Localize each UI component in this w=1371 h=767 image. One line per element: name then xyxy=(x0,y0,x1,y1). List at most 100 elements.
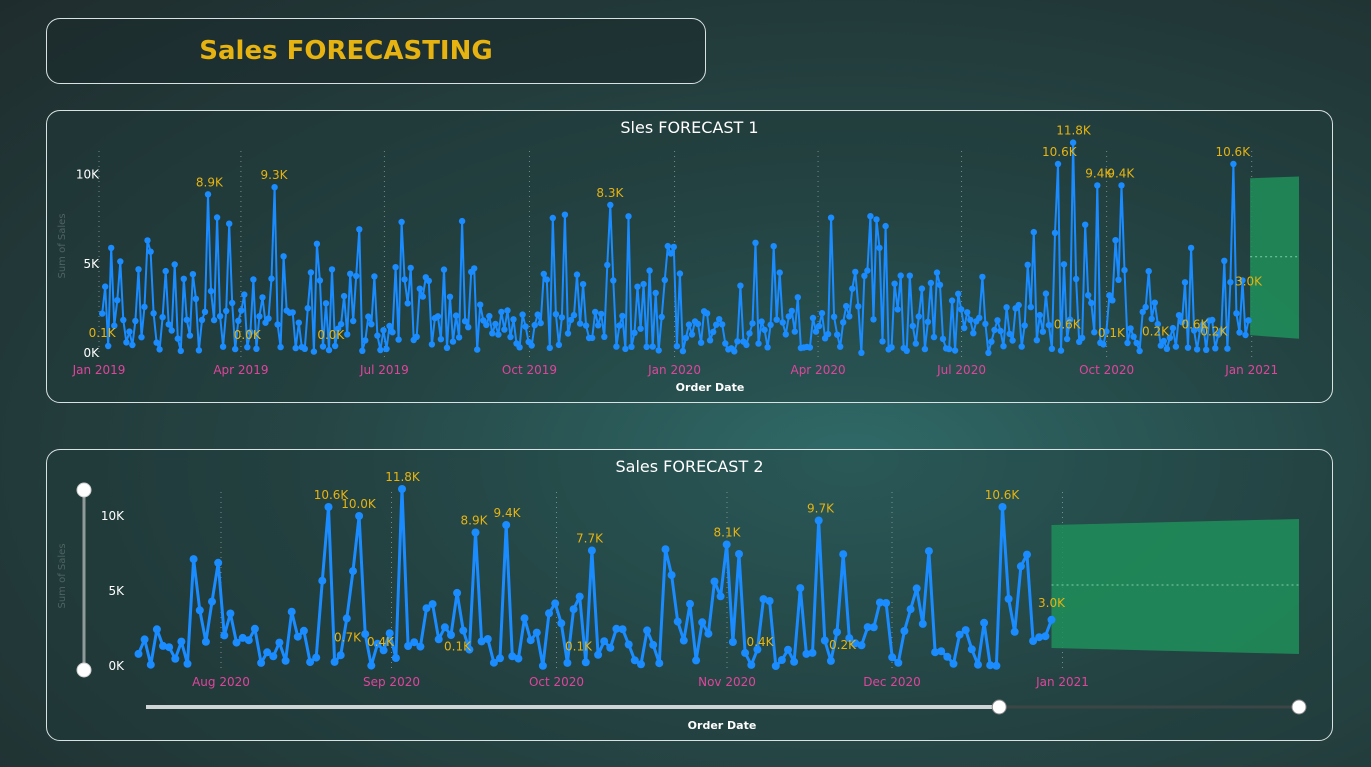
sales-data-point xyxy=(667,571,676,580)
sales-data-point xyxy=(465,324,472,331)
sales-data-point xyxy=(347,270,354,277)
sales-data-point xyxy=(649,343,656,350)
sales-data-point xyxy=(216,313,224,320)
sales-data-point xyxy=(522,323,529,330)
sales-data-point xyxy=(873,216,880,223)
data-label: 0.7K xyxy=(334,631,362,645)
x-tick-label: Apr 2020 xyxy=(790,363,845,377)
sales-data-point xyxy=(250,624,259,633)
y-tick-label: 10K xyxy=(76,168,100,182)
sales-data-point xyxy=(846,313,853,320)
sales-data-point xyxy=(483,321,490,329)
x-tick-label: Sep 2020 xyxy=(363,675,420,689)
sales-data-point xyxy=(198,316,206,324)
sales-data-point xyxy=(334,325,342,332)
sales-data-point xyxy=(437,336,445,343)
sales-data-point xyxy=(618,625,627,634)
sales-data-point xyxy=(643,343,650,351)
sales-data-point xyxy=(528,342,535,349)
sales-data-point xyxy=(1004,594,1013,603)
forecast-chart-2-panel[interactable]: Sales FORECAST 2 Sum of Sales 0K 5K 10K Aug … xyxy=(46,449,1333,741)
data-label: 10.6K xyxy=(1215,145,1251,159)
forecast-chart-1-panel[interactable]: Sles FORECAST 1 Sum of Sales 0K 5K 10K Jan 2… xyxy=(46,110,1333,403)
sales-data-point xyxy=(140,635,149,644)
sales-data-point xyxy=(882,222,889,230)
sales-data-point xyxy=(223,307,230,315)
data-label: 0.4K xyxy=(367,635,395,649)
sales-data-point xyxy=(561,211,569,218)
sales-data-point xyxy=(771,662,780,670)
x-tick-label: Jan 2021 xyxy=(1224,363,1278,377)
sales-data-point xyxy=(888,344,895,351)
sales-data-point xyxy=(244,344,251,351)
sales-data-point xyxy=(688,331,696,338)
x-tick-label: Jul 2020 xyxy=(936,363,986,377)
sales-data-point xyxy=(355,512,364,520)
sales-data-point xyxy=(177,347,184,355)
chart-2-svg[interactable]: Sum of Sales 0K 5K 10K Aug 2020 Sep 2020 Oct 2… xyxy=(47,450,1334,742)
sales-data-point xyxy=(567,316,575,324)
sales-data-point xyxy=(1148,315,1155,323)
sales-data-point xyxy=(676,270,684,277)
sales-data-point xyxy=(552,311,560,318)
sales-data-point xyxy=(558,314,566,321)
y-range-slider[interactable] xyxy=(76,482,92,678)
sales-data-point xyxy=(943,652,952,661)
sales-data-point xyxy=(1063,335,1071,343)
sales-data-point xyxy=(875,598,884,607)
sales-data-point xyxy=(459,626,468,635)
y-axis-title: Sum of Sales xyxy=(57,543,68,608)
sales-data-point xyxy=(845,634,854,643)
sales-data-point xyxy=(563,658,572,667)
data-label: 0.2K xyxy=(829,638,857,652)
sales-data-point xyxy=(486,312,493,320)
sales-data-point xyxy=(516,344,523,351)
sales-data-point xyxy=(1023,550,1031,559)
sales-data-point xyxy=(543,276,550,283)
sales-data-point xyxy=(643,626,652,635)
x-range-slider[interactable] xyxy=(146,699,1307,715)
sales-data-point xyxy=(948,297,956,304)
sales-data-point xyxy=(496,654,504,663)
sales-data-point xyxy=(1069,139,1077,146)
data-label: 0.2K xyxy=(1200,324,1228,338)
sales-data-point xyxy=(1048,345,1056,352)
sales-data-point xyxy=(1190,327,1198,334)
sales-data-point xyxy=(232,638,241,647)
sales-data-point xyxy=(779,319,786,326)
sales-data-point xyxy=(761,326,768,334)
sales-data-point xyxy=(150,310,157,317)
x-slider-left-handle[interactable] xyxy=(991,699,1007,715)
x-slider-right-handle[interactable] xyxy=(1291,699,1307,715)
sales-data-point xyxy=(1030,228,1037,236)
sales-data-point xyxy=(1233,310,1240,317)
sales-data-point xyxy=(753,645,762,654)
sales-data-point xyxy=(655,347,662,354)
sales-data-point xyxy=(1193,346,1201,353)
sales-data-point xyxy=(758,318,765,325)
sales-data-point xyxy=(961,626,970,635)
sales-data-point xyxy=(986,661,995,670)
y-slider-bottom-handle[interactable] xyxy=(76,662,92,678)
x-axis-title: Order Date xyxy=(688,719,757,732)
sales-data-point xyxy=(631,329,638,336)
sales-data-point xyxy=(936,281,944,289)
sales-data-point xyxy=(189,555,198,564)
sales-data-point xyxy=(979,273,986,281)
sales-data-point xyxy=(573,271,581,278)
sales-data-point xyxy=(428,341,436,348)
sales-data-point xyxy=(722,540,731,549)
sales-data-point xyxy=(788,307,795,315)
sales-data-point xyxy=(425,277,432,285)
sales-data-point xyxy=(992,661,1001,670)
sales-data-point xyxy=(861,272,868,279)
chart-1-svg[interactable]: Sum of Sales 0K 5K 10K Jan 2019 Apr 2019 Jul 2… xyxy=(47,111,1334,404)
sales-data-point xyxy=(325,346,333,354)
sales-data-point xyxy=(213,214,221,221)
sales-data-point xyxy=(316,277,324,284)
sales-data-point xyxy=(186,332,194,339)
sales-data-point xyxy=(474,346,481,353)
data-label: 0.1K xyxy=(1098,326,1126,340)
sales-data-point xyxy=(912,584,921,593)
y-slider-top-handle[interactable] xyxy=(76,482,92,498)
